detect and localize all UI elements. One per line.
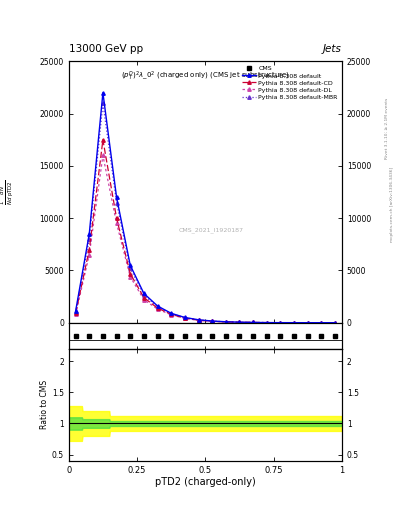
Pythia 8.308 default <box>114 194 119 200</box>
Pythia 8.308 default <box>224 318 228 325</box>
Pythia 8.308 default-DL <box>333 319 338 326</box>
Pythia 8.308 default-MBR <box>182 314 187 321</box>
Pythia 8.308 default-DL <box>169 312 174 318</box>
Pythia 8.308 default-DL <box>278 319 283 326</box>
Pythia 8.308 default-MBR <box>196 317 201 323</box>
Pythia 8.308 default-DL <box>224 319 228 325</box>
Pythia 8.308 default-MBR <box>333 319 338 326</box>
Pythia 8.308 default-MBR <box>292 319 296 326</box>
Text: Rivet 3.1.10; ≥ 2.1M events: Rivet 3.1.10; ≥ 2.1M events <box>385 97 389 159</box>
Pythia 8.308 default <box>73 308 78 314</box>
Pythia 8.308 default-DL <box>114 220 119 226</box>
Legend: CMS, Pythia 8.308 default, Pythia 8.308 default-CD, Pythia 8.308 default-DL, Pyt: CMS, Pythia 8.308 default, Pythia 8.308 … <box>241 65 339 101</box>
Pythia 8.308 default-DL <box>264 319 269 326</box>
Pythia 8.308 default-MBR <box>73 309 78 315</box>
Pythia 8.308 default-CD <box>128 270 132 276</box>
Pythia 8.308 default-DL <box>196 317 201 324</box>
Pythia 8.308 default-DL <box>87 252 92 258</box>
Pythia 8.308 default-CD <box>224 319 228 325</box>
Text: CMS_2021_I1920187: CMS_2021_I1920187 <box>178 227 243 233</box>
Pythia 8.308 default-DL <box>210 318 215 325</box>
Pythia 8.308 default-MBR <box>251 319 255 326</box>
Pythia 8.308 default <box>169 310 174 316</box>
Line: Pythia 8.308 default: Pythia 8.308 default <box>74 91 337 325</box>
Pythia 8.308 default <box>264 319 269 326</box>
Pythia 8.308 default <box>292 319 296 326</box>
Pythia 8.308 default <box>101 90 105 96</box>
Pythia 8.308 default-CD <box>101 137 105 143</box>
Pythia 8.308 default-CD <box>155 305 160 311</box>
Text: $(p_T^D)^2\lambda\_0^2$ (charged only) (CMS jet substructure): $(p_T^D)^2\lambda\_0^2$ (charged only) (… <box>121 69 290 82</box>
Line: Pythia 8.308 default-MBR: Pythia 8.308 default-MBR <box>74 101 337 325</box>
Text: 13000 GeV pp: 13000 GeV pp <box>69 44 143 54</box>
Pythia 8.308 default-MBR <box>224 319 228 325</box>
Text: Jets: Jets <box>323 44 342 54</box>
Pythia 8.308 default <box>237 319 242 325</box>
Y-axis label: Ratio to CMS: Ratio to CMS <box>40 380 49 430</box>
Pythia 8.308 default-DL <box>128 273 132 280</box>
Pythia 8.308 default <box>128 262 132 268</box>
Pythia 8.308 default-CD <box>169 311 174 317</box>
Pythia 8.308 default-MBR <box>319 319 324 326</box>
Pythia 8.308 default-DL <box>182 315 187 322</box>
Pythia 8.308 default-CD <box>292 319 296 326</box>
Pythia 8.308 default <box>141 290 146 296</box>
Pythia 8.308 default-DL <box>155 306 160 312</box>
Pythia 8.308 default-MBR <box>128 265 132 271</box>
Pythia 8.308 default-CD <box>114 215 119 221</box>
Pythia 8.308 default <box>305 319 310 326</box>
Pythia 8.308 default <box>251 319 255 326</box>
Pythia 8.308 default-DL <box>292 319 296 326</box>
Pythia 8.308 default-CD <box>319 319 324 326</box>
Pythia 8.308 default-MBR <box>264 319 269 326</box>
Pythia 8.308 default <box>182 314 187 321</box>
Pythia 8.308 default-CD <box>264 319 269 326</box>
Pythia 8.308 default-CD <box>305 319 310 326</box>
Pythia 8.308 default <box>319 319 324 326</box>
Pythia 8.308 default <box>278 319 283 326</box>
Pythia 8.308 default-CD <box>278 319 283 326</box>
Text: mcplots.cern.ch [arXiv:1306.3436]: mcplots.cern.ch [arXiv:1306.3436] <box>390 167 393 242</box>
Pythia 8.308 default-CD <box>237 319 242 325</box>
Pythia 8.308 default-DL <box>141 296 146 303</box>
Pythia 8.308 default <box>210 318 215 324</box>
Pythia 8.308 default-MBR <box>237 319 242 325</box>
Pythia 8.308 default-DL <box>237 319 242 325</box>
Y-axis label: $\frac{1}{N}\frac{dN}{d\,\mathrm{pTD2}}$: $\frac{1}{N}\frac{dN}{d\,\mathrm{pTD2}}$ <box>0 179 15 205</box>
Pythia 8.308 default-CD <box>182 315 187 321</box>
Pythia 8.308 default-CD <box>196 317 201 323</box>
Pythia 8.308 default-CD <box>333 319 338 326</box>
Pythia 8.308 default-MBR <box>87 236 92 242</box>
Pythia 8.308 default-MBR <box>278 319 283 326</box>
Line: Pythia 8.308 default-DL: Pythia 8.308 default-DL <box>74 154 337 325</box>
Pythia 8.308 default-CD <box>251 319 255 326</box>
Pythia 8.308 default <box>333 319 338 326</box>
Pythia 8.308 default-MBR <box>305 319 310 326</box>
Pythia 8.308 default-MBR <box>114 200 119 206</box>
Pythia 8.308 default-DL <box>319 319 324 326</box>
Pythia 8.308 default-DL <box>251 319 255 326</box>
Pythia 8.308 default-DL <box>305 319 310 326</box>
Line: Pythia 8.308 default-CD: Pythia 8.308 default-CD <box>74 138 337 325</box>
Pythia 8.308 default-CD <box>141 294 146 301</box>
Pythia 8.308 default-MBR <box>141 292 146 298</box>
Pythia 8.308 default <box>196 317 201 323</box>
Pythia 8.308 default-CD <box>210 318 215 324</box>
Pythia 8.308 default-MBR <box>101 100 105 106</box>
Pythia 8.308 default-MBR <box>210 318 215 324</box>
Pythia 8.308 default-CD <box>87 246 92 252</box>
Pythia 8.308 default <box>155 303 160 309</box>
Pythia 8.308 default-DL <box>73 311 78 317</box>
Pythia 8.308 default <box>87 231 92 237</box>
X-axis label: pTD2 (charged-only): pTD2 (charged-only) <box>155 477 256 487</box>
Pythia 8.308 default-CD <box>73 310 78 316</box>
Pythia 8.308 default-MBR <box>169 311 174 317</box>
Pythia 8.308 default-DL <box>101 153 105 159</box>
Pythia 8.308 default-MBR <box>155 304 160 310</box>
